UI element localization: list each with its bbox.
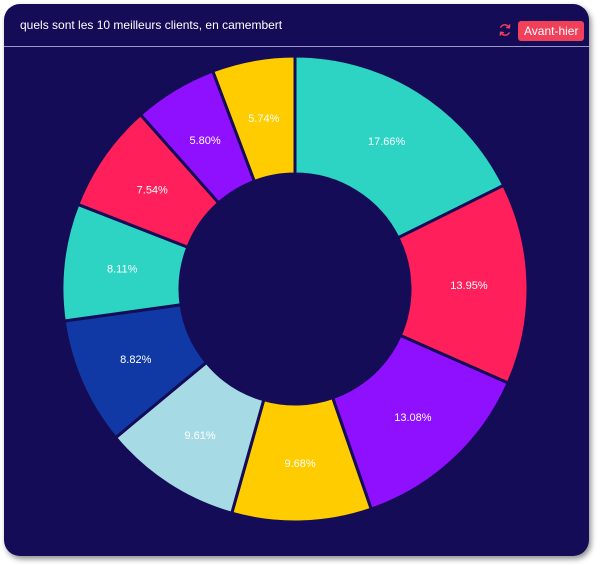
pie-slice-3[interactable] — [330, 333, 511, 512]
pie-slice-1[interactable] — [293, 54, 506, 240]
slice-label-3: 13.08% — [394, 412, 432, 424]
chart-title: quels sont les 10 meilleurs clients, en … — [20, 18, 283, 32]
slice-label-8: 7.54% — [137, 185, 168, 197]
slice-label-9: 5.80% — [190, 135, 221, 147]
chart-card: quels sont les 10 meilleurs clients, en … — [4, 4, 589, 556]
slice-label-6: 8.82% — [120, 354, 151, 366]
slice-label-5: 9.61% — [185, 430, 216, 442]
pie-slice-10[interactable] — [210, 54, 297, 184]
slice-label-1: 17.66% — [368, 136, 406, 148]
period-button[interactable]: Avant-hier — [518, 21, 585, 41]
slice-label-4: 9.68% — [284, 458, 315, 470]
pie-slice-2[interactable] — [395, 183, 530, 386]
card-header: quels sont les 10 meilleurs clients, en … — [4, 4, 589, 47]
slice-label-2: 13.95% — [450, 280, 488, 292]
slice-label-7: 8.11% — [107, 264, 138, 276]
slice-label-10: 5.74% — [248, 113, 279, 125]
refresh-icon[interactable] — [498, 23, 512, 37]
donut-chart: 17.66% 13.95% 13.08% 9.68% 9.61% 8.82% 8.11% 7.… — [60, 54, 530, 524]
